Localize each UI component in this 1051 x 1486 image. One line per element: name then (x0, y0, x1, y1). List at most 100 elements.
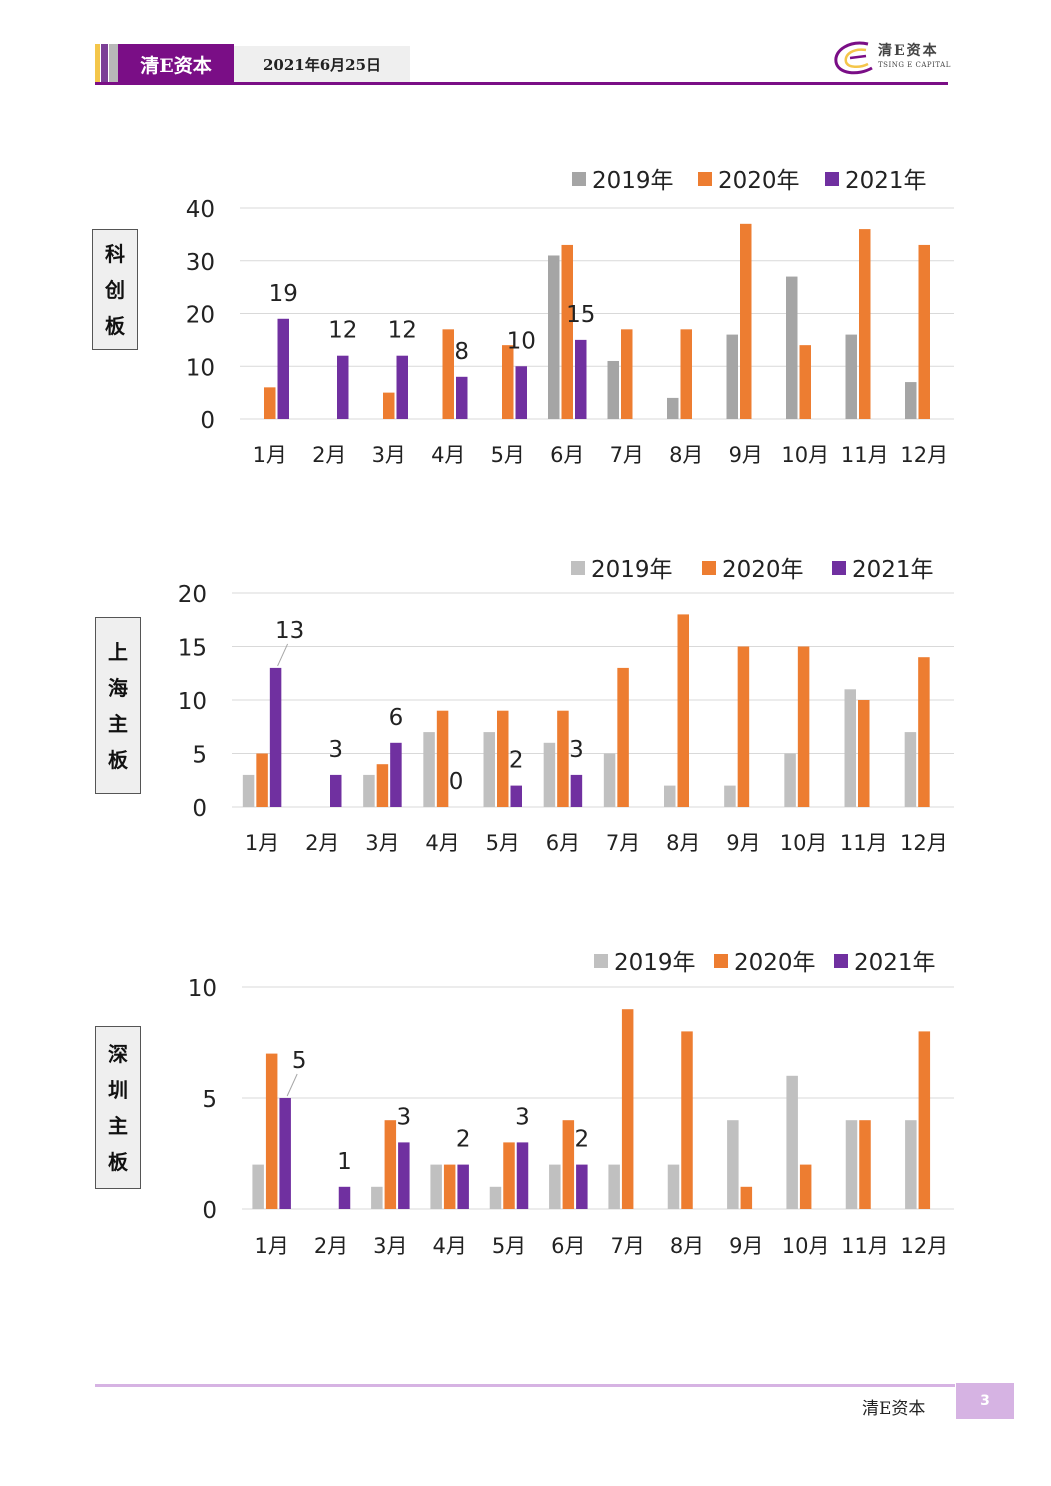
side-label-char: 板 (105, 313, 125, 338)
x-tick-label: 6月 (550, 443, 584, 467)
side-label-shanghai: 上海主板 (95, 617, 141, 794)
x-tick-label: 10月 (780, 831, 828, 855)
bar (726, 334, 738, 419)
side-label-char: 板 (108, 1149, 128, 1174)
bar (740, 223, 752, 419)
legend-swatch (571, 561, 585, 575)
bar (549, 1164, 561, 1209)
bar (390, 742, 402, 807)
x-tick-label: 7月 (610, 443, 644, 467)
y-tick-label: 15 (178, 636, 207, 662)
bar (557, 710, 569, 807)
x-tick-label: 2月 (314, 1234, 348, 1258)
x-tick-label: 12月 (900, 831, 948, 855)
legend-label: 2021年 (852, 557, 934, 583)
x-tick-label: 3月 (365, 831, 399, 855)
bar (603, 753, 616, 807)
y-tick-label: 0 (202, 1198, 217, 1224)
bar (858, 700, 870, 807)
data-label: 12 (328, 318, 357, 344)
side-label-kechuang: 科创板 (92, 229, 138, 350)
data-label: 3 (328, 737, 343, 763)
footer-rule (95, 1384, 955, 1387)
logo-subtitle: TSING E CAPITAL (878, 61, 951, 69)
x-tick-label: 4月 (431, 443, 465, 467)
page-number: 3 (956, 1383, 1014, 1419)
y-tick-label: 40 (186, 197, 215, 223)
data-label: 8 (454, 339, 469, 365)
legend-label: 2020年 (722, 557, 804, 583)
side-label-char: 深 (108, 1041, 128, 1066)
legend-label: 2019年 (591, 557, 673, 583)
bar (497, 710, 509, 807)
x-tick-label: 7月 (610, 1234, 644, 1258)
x-tick-label: 5月 (486, 831, 520, 855)
legend-swatch (832, 561, 846, 575)
bar (502, 345, 514, 419)
y-tick-label: 0 (200, 408, 215, 434)
bar (443, 1164, 456, 1209)
bar (918, 244, 930, 419)
bar (398, 1142, 410, 1209)
x-tick-label: 12月 (900, 1234, 948, 1258)
bar (338, 1186, 351, 1209)
bar (277, 318, 289, 419)
bar (384, 1120, 397, 1209)
x-tick-label: 11月 (841, 1234, 889, 1258)
data-label: 0 (449, 769, 464, 795)
bar (483, 732, 495, 807)
data-label: 13 (275, 618, 304, 644)
bar (436, 710, 449, 807)
data-label: 12 (388, 318, 417, 344)
bar (430, 1164, 442, 1209)
bar (786, 276, 798, 419)
legend-swatch (714, 954, 728, 968)
bar (516, 1142, 529, 1209)
bar (724, 785, 736, 807)
bar (575, 339, 587, 419)
bar (376, 764, 389, 807)
y-tick-label: 5 (202, 1087, 217, 1113)
x-tick-label: 5月 (492, 1234, 526, 1258)
bar (456, 376, 468, 419)
bar (363, 774, 375, 807)
legend-swatch (594, 954, 608, 968)
x-tick-label: 8月 (666, 831, 700, 855)
legend-swatch (834, 954, 848, 968)
legend-swatch (702, 561, 716, 575)
bar (859, 1120, 871, 1209)
data-label: 3 (515, 1104, 530, 1130)
x-tick-label: 4月 (432, 1234, 466, 1258)
data-label: 2 (575, 1127, 590, 1153)
bar (905, 1120, 917, 1209)
x-tick-label: 8月 (670, 1234, 704, 1258)
x-tick-label: 9月 (729, 1234, 763, 1258)
legend-label: 2020年 (734, 950, 816, 976)
header-rule (95, 82, 948, 85)
x-tick-label: 9月 (729, 443, 763, 467)
x-tick-label: 11月 (841, 443, 889, 467)
header-accent-gray (109, 44, 118, 84)
bar (621, 329, 633, 419)
bar (845, 1120, 858, 1209)
bar (844, 689, 856, 807)
legend-label: 2021年 (854, 950, 936, 976)
x-tick-label: 1月 (245, 831, 279, 855)
side-label-char: 板 (108, 747, 128, 772)
bar (543, 742, 556, 807)
x-tick-label: 1月 (253, 443, 287, 467)
bar (859, 229, 871, 419)
bar (681, 1031, 693, 1209)
bar (548, 255, 560, 419)
bar (279, 1098, 291, 1209)
bar (918, 1031, 931, 1209)
bar (799, 1164, 812, 1209)
header-brand: 清E资本 (118, 44, 234, 84)
data-label: 6 (389, 705, 404, 731)
data-label: 10 (507, 328, 536, 354)
header-accent-yellow (95, 44, 100, 84)
legend-label: 2019年 (592, 168, 674, 194)
bar (330, 774, 342, 807)
x-tick-label: 2月 (312, 443, 346, 467)
data-label-leader (286, 1073, 298, 1097)
